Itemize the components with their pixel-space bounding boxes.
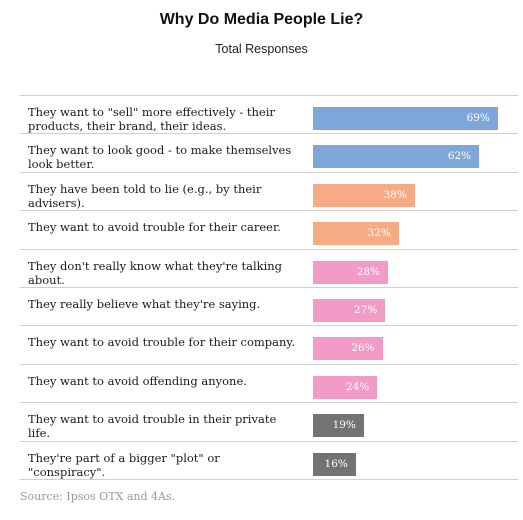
bar [313, 183, 415, 207]
bar-value-label: 24% [345, 380, 370, 393]
bar-value-label: 69% [466, 112, 490, 124]
bar [313, 145, 480, 169]
bar-value-label: 16% [324, 457, 348, 470]
category-label: They don't really know what they're talk… [28, 258, 283, 287]
row-divider [20, 133, 518, 135]
bar [313, 414, 364, 438]
bar-value-label: 26% [351, 342, 375, 355]
category-label: They want to look good - to make themsel… [28, 143, 292, 172]
category-label: They want to avoid trouble for their com… [28, 335, 296, 350]
chart-title: Why Do Media People Lie? [159, 11, 364, 28]
bar-value-label: 62% [447, 150, 472, 163]
row-divider [20, 479, 518, 480]
bar [313, 337, 383, 361]
bar-value-label: 32% [367, 227, 391, 240]
category-label: They have been told to lie (e.g., by the… [28, 181, 262, 210]
category-label: They want to avoid offending anyone. [28, 373, 247, 388]
row-divider [20, 440, 518, 442]
row-divider [20, 248, 518, 250]
bar [313, 107, 498, 130]
chart-subtitle: Total Responses [215, 42, 308, 56]
category-label: They're part of a bigger "plot" or "cons… [28, 450, 220, 479]
category-label: They really believe what they're saying. [28, 297, 261, 311]
row-divider [20, 210, 518, 212]
bar [313, 260, 389, 284]
row-divider [20, 363, 518, 365]
category-label: They want to avoid trouble for their car… [28, 220, 281, 235]
category-label: They want to "sell" more effectively - t… [28, 105, 275, 133]
row-divider [20, 325, 518, 327]
bar-value-label: 27% [354, 304, 378, 316]
row-divider [20, 287, 518, 288]
bar-value-label: 28% [356, 265, 381, 278]
row-divider [20, 171, 518, 173]
bar-value-label: 38% [383, 188, 407, 201]
bar [313, 452, 356, 476]
row-divider [20, 402, 518, 404]
bar [313, 299, 386, 322]
bar [313, 222, 399, 246]
bar-value-label: 19% [332, 419, 356, 432]
source-note: Source: Ipsos OTX and 4As. [20, 490, 176, 503]
category-label: They want to avoid trouble in their priv… [28, 412, 277, 441]
row-divider [20, 95, 518, 96]
bar [313, 375, 378, 399]
